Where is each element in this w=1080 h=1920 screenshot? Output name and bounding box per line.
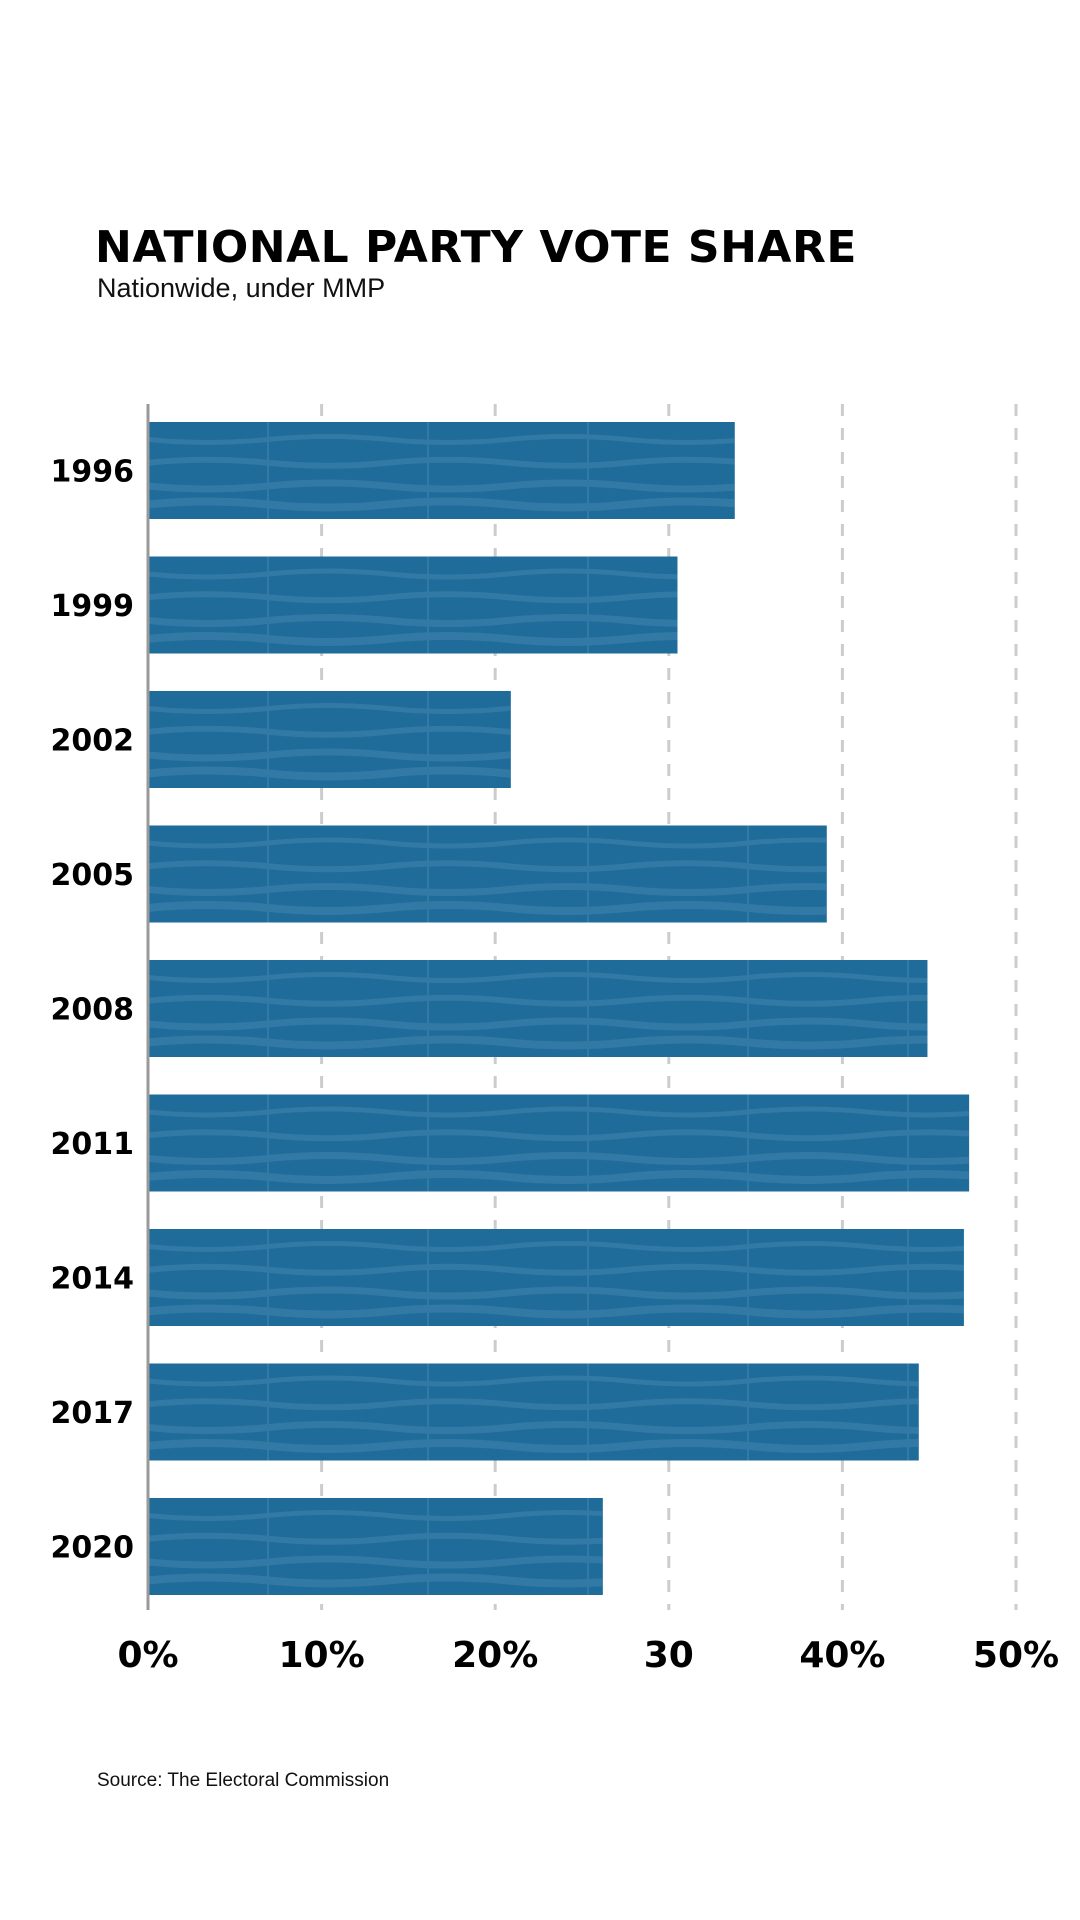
bar xyxy=(148,960,928,1057)
bar-texture xyxy=(148,960,928,1057)
bar xyxy=(148,1363,919,1461)
chart-subtitle: Nationwide, under MMP xyxy=(97,273,386,303)
texture-stroke xyxy=(148,1573,603,1588)
bar-group xyxy=(148,422,735,519)
bar-texture xyxy=(148,1229,964,1326)
bars xyxy=(148,422,970,1595)
y-tick-label: 2014 xyxy=(51,1262,135,1297)
texture-stroke xyxy=(148,766,511,781)
texture-stroke xyxy=(148,614,678,627)
bar xyxy=(148,825,827,923)
texture-stroke xyxy=(148,479,735,493)
bar-group xyxy=(148,1094,970,1192)
tick-labels: 1996 1999 2002 2005 2008 2011 2014 2017 2020 0% 10… xyxy=(51,455,1060,1677)
texture-stroke xyxy=(148,568,678,580)
bar-group xyxy=(148,825,827,923)
bar xyxy=(148,422,735,519)
texture-stroke xyxy=(148,860,827,873)
texture-stroke xyxy=(148,748,511,762)
bar-group xyxy=(148,691,511,788)
bar-texture xyxy=(148,1094,970,1192)
texture-stroke xyxy=(148,1438,919,1453)
bar-texture xyxy=(148,556,678,654)
y-tick-label: 2017 xyxy=(51,1396,135,1431)
texture-stroke xyxy=(148,456,735,469)
texture-stroke xyxy=(148,837,827,849)
y-tick-label: 2008 xyxy=(51,993,135,1028)
texture-stroke xyxy=(148,1240,964,1252)
texture-stroke xyxy=(148,900,827,915)
texture-stroke xyxy=(148,1555,603,1569)
texture-stroke xyxy=(148,971,928,983)
texture-stroke xyxy=(148,1035,928,1050)
texture-stroke xyxy=(148,883,827,896)
x-tick-label: 20% xyxy=(452,1635,538,1676)
texture-stroke xyxy=(148,1017,928,1031)
bar-group xyxy=(148,1363,919,1461)
x-tick-label: 30 xyxy=(644,1635,694,1676)
x-tick-label: 0% xyxy=(117,1635,178,1676)
texture-stroke xyxy=(148,1375,919,1387)
bar xyxy=(148,1229,964,1326)
source-note: Source: The Electoral Commission xyxy=(97,1770,390,1791)
y-tick-label: 2011 xyxy=(51,1127,135,1162)
texture-stroke xyxy=(148,1263,964,1276)
texture-stroke xyxy=(148,1169,970,1184)
bar xyxy=(148,1094,970,1192)
bar xyxy=(148,556,678,654)
texture-stroke xyxy=(148,433,735,445)
texture-stroke xyxy=(148,1421,919,1434)
bar-group xyxy=(148,1229,964,1326)
texture-stroke xyxy=(148,631,678,646)
bar-texture xyxy=(148,825,827,923)
bar-texture xyxy=(148,422,735,519)
texture-stroke xyxy=(148,1129,970,1142)
bar xyxy=(148,1498,603,1595)
y-tick-label: 1999 xyxy=(51,589,135,624)
y-tick-label: 2005 xyxy=(51,858,135,893)
texture-stroke xyxy=(148,1286,964,1300)
y-tick-label: 2002 xyxy=(51,724,135,759)
texture-stroke xyxy=(148,1398,919,1411)
texture-stroke xyxy=(148,1106,970,1118)
bar-group xyxy=(148,556,678,654)
texture-stroke xyxy=(148,1304,964,1319)
bar-texture xyxy=(148,1498,603,1595)
bar-group xyxy=(148,960,928,1057)
bar-texture xyxy=(148,1363,919,1461)
texture-stroke xyxy=(148,591,678,604)
texture-stroke xyxy=(148,1532,603,1545)
texture-stroke xyxy=(148,1152,970,1165)
texture-stroke xyxy=(148,725,511,738)
bar-texture xyxy=(148,691,511,788)
chart-title: NATIONAL PARTY VOTE SHARE xyxy=(95,222,857,273)
texture-stroke xyxy=(148,994,928,1007)
y-tick-label: 1996 xyxy=(51,455,135,490)
x-tick-label: 50% xyxy=(973,1635,1059,1676)
texture-stroke xyxy=(148,1509,603,1521)
texture-stroke xyxy=(148,497,735,512)
y-tick-label: 2020 xyxy=(51,1531,135,1566)
bar xyxy=(148,691,511,788)
texture-stroke xyxy=(148,702,511,714)
x-tick-label: 10% xyxy=(279,1635,365,1676)
x-tick-label: 40% xyxy=(799,1635,885,1676)
bar-group xyxy=(148,1498,603,1595)
